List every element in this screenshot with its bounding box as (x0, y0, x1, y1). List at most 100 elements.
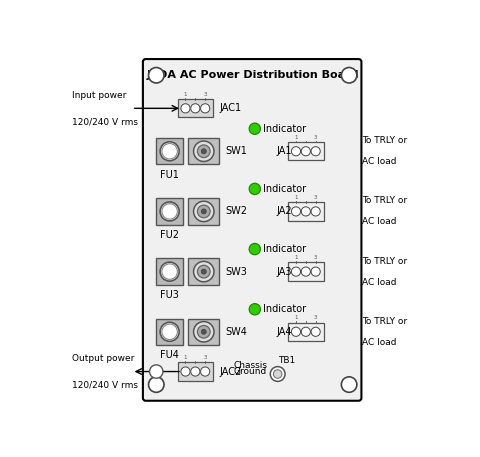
Bar (156, 319, 183, 345)
Text: Ground: Ground (234, 367, 267, 377)
Text: AC load: AC load (362, 277, 396, 287)
Text: FU2: FU2 (160, 230, 179, 240)
Bar (288, 142, 324, 160)
Circle shape (274, 370, 282, 378)
Text: Input power: Input power (72, 90, 126, 100)
Circle shape (249, 123, 261, 134)
Text: 1: 1 (294, 255, 298, 260)
Text: FU1: FU1 (160, 170, 179, 180)
Text: Chassis: Chassis (233, 361, 267, 370)
Text: 3: 3 (314, 195, 317, 200)
Circle shape (301, 327, 311, 336)
Text: Indicator: Indicator (263, 184, 306, 194)
Circle shape (341, 68, 357, 83)
Circle shape (291, 327, 300, 336)
Circle shape (311, 207, 320, 216)
Text: 3: 3 (204, 92, 207, 97)
Text: JA2: JA2 (276, 207, 292, 217)
Circle shape (311, 327, 320, 336)
Text: 1: 1 (184, 92, 187, 97)
Circle shape (197, 205, 210, 218)
Text: JAC1: JAC1 (220, 103, 242, 113)
Circle shape (270, 367, 285, 382)
Text: JPDA AC Power Distribution Board: JPDA AC Power Distribution Board (146, 70, 359, 80)
Text: Indicator: Indicator (263, 244, 306, 254)
Text: To TRLY or: To TRLY or (362, 197, 407, 206)
Circle shape (162, 143, 178, 159)
Bar (188, 319, 219, 345)
Circle shape (181, 367, 190, 376)
Text: 3: 3 (204, 355, 207, 360)
Circle shape (193, 141, 214, 161)
Bar (188, 138, 219, 165)
Circle shape (162, 264, 178, 279)
Bar (288, 262, 324, 281)
Circle shape (181, 104, 190, 113)
Circle shape (160, 322, 179, 341)
Circle shape (201, 209, 206, 214)
Circle shape (150, 365, 163, 378)
Bar (156, 198, 183, 225)
Circle shape (201, 367, 210, 376)
Circle shape (162, 324, 178, 340)
Text: AC load: AC load (362, 157, 396, 166)
Bar (156, 258, 183, 285)
Text: 1: 1 (184, 355, 187, 360)
Circle shape (249, 303, 261, 315)
Text: SW2: SW2 (225, 207, 247, 217)
Circle shape (148, 68, 164, 83)
Text: SW3: SW3 (225, 266, 247, 276)
Circle shape (160, 262, 179, 281)
Text: SW1: SW1 (225, 146, 247, 156)
Circle shape (301, 267, 311, 276)
Text: 120/240 V rms: 120/240 V rms (72, 380, 138, 389)
Text: Indicator: Indicator (263, 304, 306, 314)
Circle shape (311, 267, 320, 276)
Circle shape (197, 145, 210, 158)
Text: 1: 1 (294, 135, 298, 140)
Circle shape (291, 147, 300, 156)
Text: 1: 1 (294, 315, 298, 320)
Text: 1: 1 (294, 195, 298, 200)
Text: To TRLY or: To TRLY or (362, 257, 407, 266)
Circle shape (197, 325, 210, 338)
Text: 120/240 V rms: 120/240 V rms (72, 117, 138, 126)
Text: FU3: FU3 (160, 290, 179, 300)
Bar (178, 99, 213, 117)
Text: JA1: JA1 (276, 146, 292, 156)
Circle shape (291, 207, 300, 216)
Text: FU4: FU4 (160, 351, 179, 361)
Bar (156, 138, 183, 165)
Text: 3: 3 (314, 135, 317, 140)
Text: Indicator: Indicator (263, 124, 306, 134)
Circle shape (201, 104, 210, 113)
Text: AC load: AC load (362, 218, 396, 226)
Bar (288, 323, 324, 341)
FancyBboxPatch shape (143, 59, 361, 401)
Circle shape (311, 147, 320, 156)
Circle shape (301, 147, 311, 156)
Text: TB1: TB1 (278, 356, 296, 365)
Text: To TRLY or: To TRLY or (362, 136, 407, 145)
Circle shape (193, 322, 214, 342)
Circle shape (201, 269, 206, 274)
Circle shape (162, 204, 178, 219)
Circle shape (301, 207, 311, 216)
Bar (288, 202, 324, 221)
Circle shape (249, 244, 261, 255)
Circle shape (160, 142, 179, 161)
Circle shape (249, 183, 261, 195)
Text: 3: 3 (314, 315, 317, 320)
Bar (188, 198, 219, 225)
Circle shape (193, 261, 214, 282)
Bar (188, 258, 219, 285)
Bar (178, 362, 213, 381)
Circle shape (201, 329, 206, 334)
Text: AC load: AC load (362, 338, 396, 347)
Text: JA3: JA3 (276, 266, 292, 276)
Circle shape (201, 149, 206, 154)
Circle shape (148, 377, 164, 392)
Circle shape (160, 202, 179, 221)
Text: JA4: JA4 (276, 327, 292, 337)
Circle shape (191, 367, 200, 376)
